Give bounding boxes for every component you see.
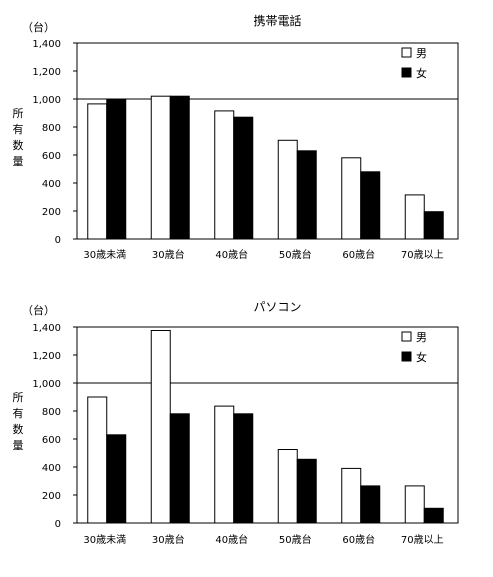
- bar-male: [87, 103, 108, 240]
- y-tick-label: 800: [42, 407, 61, 418]
- bar-female: [169, 95, 190, 240]
- x-tick-label: 30歳未満: [83, 249, 126, 261]
- y-tick-label: 1,200: [32, 67, 61, 78]
- y-axis-label-char: 所: [13, 107, 24, 120]
- y-tick-label: 400: [42, 463, 61, 474]
- bar-female: [296, 150, 317, 240]
- y-axis-label-char: 数: [13, 423, 24, 436]
- bar-female: [233, 116, 254, 240]
- y-axis-label-char: 有: [13, 122, 24, 136]
- y-axis-label-char: 所: [13, 391, 24, 404]
- bar-female: [106, 434, 127, 524]
- y-unit-label: （台）: [22, 303, 55, 317]
- x-tick-label: 30歳台: [152, 533, 185, 546]
- y-tick-label: 1,000: [32, 379, 61, 390]
- bar-male: [87, 396, 108, 524]
- x-tick-label: 60歳台: [342, 533, 375, 546]
- bar-male: [277, 449, 298, 524]
- bar-male: [214, 110, 235, 240]
- bar-male: [404, 194, 425, 240]
- x-tick-label: 40歳台: [215, 533, 248, 546]
- legend-label: 男: [416, 47, 427, 60]
- x-tick-label: 70歳以上: [401, 249, 444, 261]
- bar-female: [360, 485, 381, 524]
- y-tick-label: 0: [55, 519, 61, 530]
- y-axis-label-char: 量: [13, 155, 24, 168]
- legend-swatch-male: [401, 47, 412, 58]
- legend-swatch-male: [401, 331, 412, 342]
- y-tick-label: 200: [42, 491, 61, 502]
- legend-label: 女: [416, 350, 427, 364]
- y-tick-label: 600: [42, 435, 61, 446]
- bar-female: [296, 458, 317, 524]
- x-tick-label: 30歳未満: [83, 534, 126, 546]
- y-tick-label: 200: [42, 207, 61, 218]
- y-tick-label: 1,000: [32, 95, 61, 106]
- bar-female: [233, 413, 254, 524]
- x-tick-label: 30歳台: [152, 248, 185, 261]
- y-tick-label: 800: [42, 123, 61, 134]
- bar-male: [150, 330, 171, 524]
- bar-male: [404, 485, 425, 524]
- legend-label: 男: [416, 331, 427, 344]
- x-tick-label: 70歳以上: [401, 534, 444, 546]
- legend-label: 女: [416, 66, 427, 80]
- y-axis-label-char: 数: [13, 139, 24, 152]
- bar-male: [214, 405, 235, 524]
- legend: 男女: [401, 331, 427, 364]
- bar-female: [423, 211, 444, 240]
- y-tick-label: 1,200: [32, 351, 61, 362]
- bar-male: [277, 139, 298, 240]
- y-tick-label: 400: [42, 179, 61, 190]
- x-tick-label: 60歳台: [342, 248, 375, 261]
- bar-female: [423, 507, 444, 524]
- plot-frame: [76, 42, 459, 240]
- bar-female: [106, 98, 127, 240]
- bar-male: [341, 467, 362, 524]
- y-tick-label: 1,400: [32, 39, 61, 50]
- x-tick-label: 50歳台: [279, 533, 312, 546]
- legend-swatch-female: [401, 351, 412, 362]
- y-axis-label-char: 有: [13, 406, 24, 420]
- y-unit-label: （台）: [22, 20, 55, 34]
- plot-frame: [76, 326, 459, 524]
- x-tick-label: 40歳台: [215, 248, 248, 261]
- bar-female: [169, 413, 190, 524]
- chart-title: パソコン: [253, 300, 301, 314]
- y-tick-label: 0: [55, 235, 61, 246]
- bar-male: [150, 95, 171, 240]
- x-tick-label: 50歳台: [279, 248, 312, 261]
- y-tick-label: 1,400: [32, 323, 61, 334]
- y-tick-label: 600: [42, 151, 61, 162]
- chart-title: 携帯電話: [253, 13, 301, 28]
- bar-male: [341, 157, 362, 240]
- y-axis-label-char: 量: [13, 439, 24, 452]
- legend-swatch-female: [401, 67, 412, 78]
- bar-female: [360, 171, 381, 240]
- legend: 男女: [401, 47, 427, 80]
